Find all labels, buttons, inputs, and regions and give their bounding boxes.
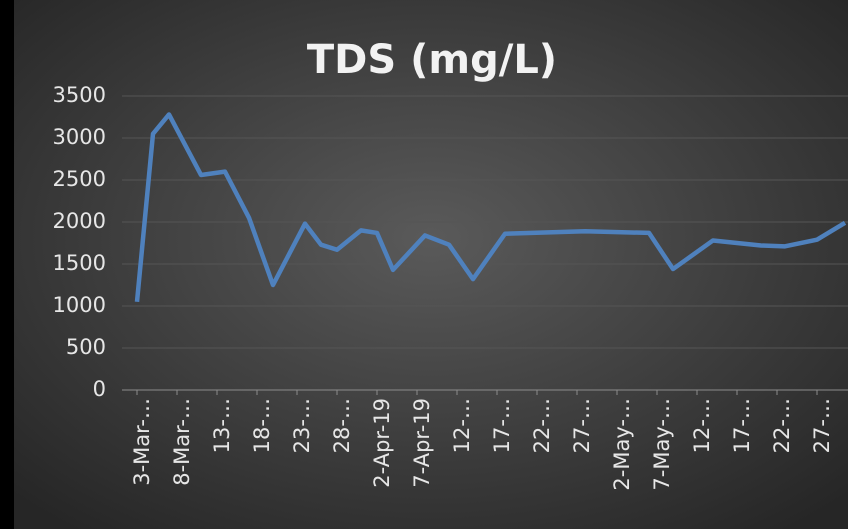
y-tick-label: 1500 [53,251,106,275]
x-tick-label: 7-Apr-19 [410,398,434,488]
x-tick-label: 23-… [290,398,314,453]
y-tick-label: 2500 [53,167,106,191]
y-tick-label: 0 [93,377,106,401]
x-tick-label: 3-Mar-… [130,398,154,486]
y-tick-label: 500 [66,335,106,359]
x-tick-label: 28-… [330,398,354,453]
x-tick-label: 2-May-… [610,398,634,491]
x-tick-label: 2-Apr-19 [370,398,394,488]
y-tick-label: 3000 [53,125,106,149]
x-tick-label: 22-… [770,398,794,453]
x-tick-label: 22-… [530,398,554,453]
chart-title: TDS (mg/L) [307,37,557,83]
x-tick-label: 18-… [250,398,274,453]
data-line [134,112,847,303]
y-tick-label: 1000 [53,293,106,317]
x-tick-label: 17-… [490,398,514,453]
plot-area: 0 500 1000 1500 2000 2500 3000 3500 3-Mar-… 8-Mar… [53,83,848,491]
y-tick-label: 3500 [53,83,106,107]
x-tick-label: 17-… [730,398,754,453]
x-tick-label: 12-… [690,398,714,453]
x-tick-label: 13-… [210,398,234,453]
y-tick-label: 2000 [53,209,106,233]
x-tick-label: 12-… [450,398,474,453]
x-tick-label: 7-May-… [650,398,674,491]
x-tick-label: 8-Mar-… [170,398,194,486]
x-tick-label: 27-… [570,398,594,453]
x-tick-label: 27-… [810,398,834,453]
